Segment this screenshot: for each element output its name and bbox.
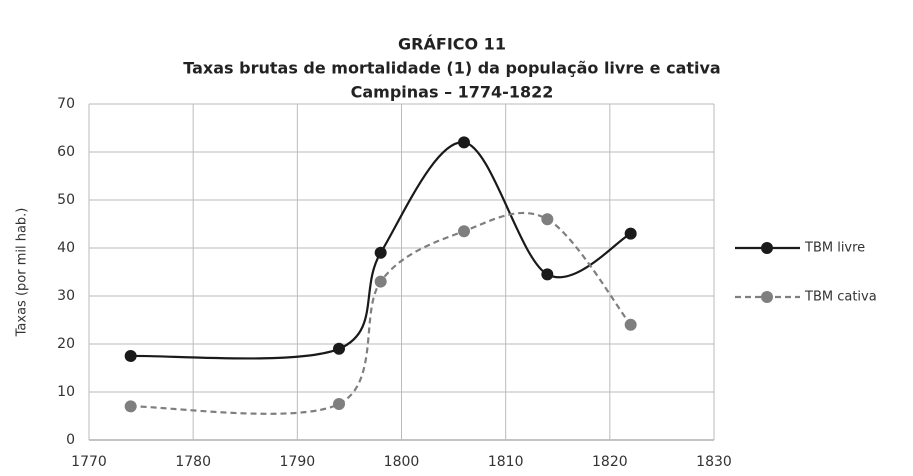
y-tick-label: 50 bbox=[57, 192, 75, 208]
point bbox=[458, 225, 470, 238]
y-tick-label: 70 bbox=[57, 96, 75, 112]
x-tick-label: 1800 bbox=[384, 454, 420, 470]
chart-title: Taxas brutas de mortalidade (1) da popul… bbox=[183, 59, 720, 78]
point bbox=[124, 350, 137, 362]
y-tick-label: 10 bbox=[57, 384, 75, 400]
x-tick-label: 1770 bbox=[71, 454, 107, 470]
point bbox=[624, 227, 637, 240]
legend-marker bbox=[761, 242, 773, 254]
x-tick-label: 1780 bbox=[175, 454, 211, 470]
point bbox=[541, 268, 554, 281]
x-tick-label: 1790 bbox=[280, 454, 316, 470]
y-tick-label: 40 bbox=[57, 240, 75, 256]
point bbox=[374, 246, 387, 259]
point bbox=[124, 400, 137, 413]
legend-marker bbox=[761, 291, 773, 303]
y-tick-label: 30 bbox=[57, 288, 75, 304]
x-tick-label: 1820 bbox=[592, 454, 628, 470]
y-axis-label: Taxas (por mil hab.) bbox=[15, 208, 30, 338]
point bbox=[624, 318, 637, 331]
y-tick-label: 20 bbox=[57, 336, 75, 352]
line bbox=[130, 211, 632, 415]
y-tick-label: 60 bbox=[57, 144, 75, 160]
point bbox=[333, 398, 345, 410]
point bbox=[458, 136, 470, 149]
legend-label: TBM livre bbox=[804, 241, 865, 256]
chart-title: Campinas – 1774-1822 bbox=[351, 83, 554, 102]
legend-label: TBM cativa bbox=[804, 290, 877, 305]
point bbox=[541, 213, 554, 226]
y-tick-label: 0 bbox=[66, 432, 75, 448]
point bbox=[333, 342, 345, 355]
x-tick-label: 1810 bbox=[488, 454, 524, 470]
x-tick-label: 1830 bbox=[696, 454, 732, 470]
chart-title: GRÁFICO 11 bbox=[398, 35, 506, 54]
point bbox=[374, 275, 387, 288]
